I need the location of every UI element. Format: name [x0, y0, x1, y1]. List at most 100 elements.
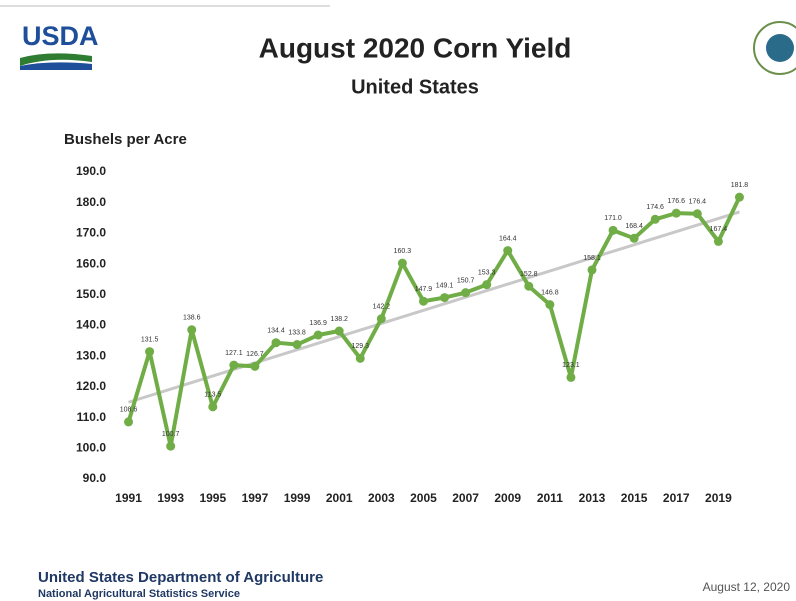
data-point — [250, 361, 260, 371]
x-tick-label: 2013 — [579, 491, 606, 505]
chart-title: August 2020 Corn Yield — [259, 32, 572, 63]
logo-ring — [753, 21, 796, 75]
y-tick-label: 150.0 — [76, 287, 106, 301]
x-tick-label: 2019 — [705, 491, 732, 505]
data-label: 127.1 — [225, 350, 243, 357]
y-tick-label: 130.0 — [76, 348, 106, 362]
data-point — [187, 325, 197, 335]
data-point — [208, 402, 218, 412]
data-label: 136.9 — [309, 320, 327, 327]
data-point — [313, 330, 323, 340]
y-tick-label: 90.0 — [83, 471, 107, 485]
data-label: 138.2 — [330, 316, 348, 323]
y-tick-label: 190.0 — [76, 164, 106, 178]
data-point — [229, 360, 239, 370]
logo-swoosh — [20, 62, 92, 70]
data-label: 171.0 — [604, 215, 622, 222]
data-label: 168.4 — [625, 223, 643, 230]
data-point — [650, 214, 660, 224]
x-tick-label: 2017 — [663, 491, 690, 505]
x-tick-label: 1997 — [242, 491, 269, 505]
data-point — [124, 417, 134, 427]
data-label: 126.7 — [246, 351, 264, 358]
data-point — [608, 225, 618, 235]
counts-logo — [753, 21, 796, 75]
data-label: 129.3 — [352, 343, 370, 350]
data-point — [671, 208, 681, 218]
x-tick-label: 1999 — [284, 491, 311, 505]
data-label: 147.9 — [415, 286, 433, 293]
data-label: 150.7 — [457, 277, 475, 284]
x-tick-label: 1993 — [157, 491, 184, 505]
x-tick-label: 2009 — [494, 491, 521, 505]
data-point — [418, 296, 428, 306]
data-point — [587, 265, 597, 275]
data-point — [692, 209, 702, 219]
trend-line — [128, 210, 740, 404]
data-label: 153.3 — [478, 270, 496, 277]
data-label: 100.7 — [162, 431, 180, 438]
data-label: 160.3 — [394, 248, 412, 255]
logo-center — [766, 34, 794, 62]
data-point — [440, 293, 450, 303]
data-label: 167.4 — [710, 226, 728, 233]
y-tick-label: 140.0 — [76, 318, 106, 332]
data-point — [145, 347, 155, 357]
footer-date: August 12, 2020 — [703, 580, 791, 594]
x-tick-label: 2015 — [621, 491, 648, 505]
data-point — [292, 340, 302, 350]
data-point — [629, 233, 639, 243]
y-tick-label: 160.0 — [76, 256, 106, 270]
data-label: 174.6 — [646, 204, 664, 211]
data-point — [461, 288, 471, 298]
x-tick-label: 2007 — [452, 491, 479, 505]
data-point — [271, 338, 281, 348]
x-tick-label: 1991 — [115, 491, 142, 505]
data-label: 133.8 — [288, 329, 306, 336]
data-label: 113.5 — [204, 392, 221, 399]
data-point — [503, 246, 513, 256]
data-label: 146.8 — [541, 289, 559, 296]
chart-subtitle: United States — [351, 76, 479, 98]
data-label: 134.4 — [267, 328, 285, 335]
data-point — [566, 372, 576, 382]
y-tick-label: 170.0 — [76, 226, 106, 240]
data-point — [545, 300, 555, 310]
data-label: 181.8 — [731, 182, 749, 189]
data-point — [376, 314, 386, 324]
data-label: 176.4 — [689, 199, 707, 206]
y-tick-label: 180.0 — [76, 195, 106, 209]
data-point — [734, 192, 744, 202]
y-axis-label: Bushels per Acre — [64, 131, 187, 148]
data-label: 149.1 — [436, 282, 454, 289]
data-point — [166, 441, 176, 451]
footer-agency: National Agricultural Statistics Service — [38, 588, 240, 600]
footer-org: United States Department of Agriculture — [38, 569, 323, 586]
y-tick-label: 120.0 — [76, 379, 106, 393]
data-point — [397, 258, 407, 268]
data-label: 131.5 — [141, 336, 159, 343]
x-tick-label: 2001 — [326, 491, 353, 505]
data-label: 138.6 — [183, 315, 201, 322]
x-tick-label: 2003 — [368, 491, 395, 505]
x-tick-label: 1995 — [199, 491, 226, 505]
data-point — [713, 236, 723, 246]
x-tick-label: 2005 — [410, 491, 437, 505]
data-label: 142.2 — [373, 304, 391, 311]
y-tick-label: 110.0 — [77, 410, 107, 424]
data-label: 108.6 — [120, 407, 138, 414]
data-point — [355, 353, 365, 363]
data-point — [482, 280, 492, 290]
data-label: 176.6 — [668, 198, 686, 205]
data-label: 152.8 — [520, 271, 538, 278]
logo-text: USDA — [22, 21, 99, 51]
data-point — [334, 326, 344, 336]
x-tick-label: 2011 — [537, 491, 563, 505]
y-tick-label: 100.0 — [76, 440, 106, 454]
data-point — [524, 281, 534, 291]
usda-logo: USDA — [20, 21, 99, 70]
logo-swoosh — [20, 53, 92, 66]
data-label: 164.4 — [499, 235, 517, 242]
